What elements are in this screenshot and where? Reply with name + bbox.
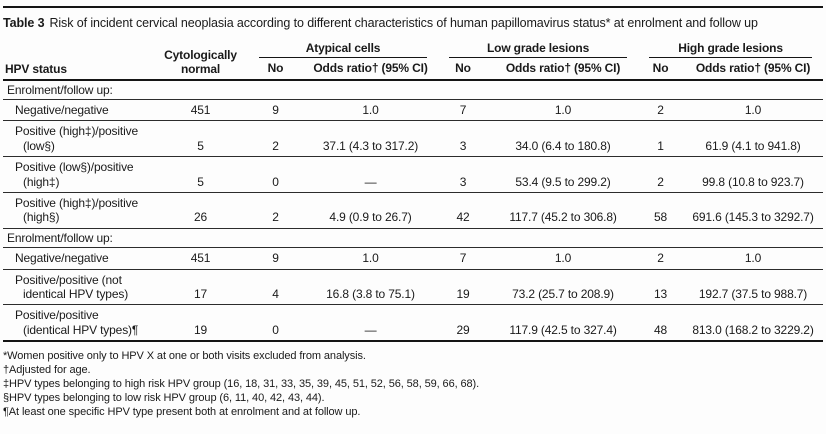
table-row: Positive (low§)/positive (high‡) 5 0 — 3…	[3, 156, 824, 193]
sub-header-row: No Odds ratio† (95% CI) No Odds ratio† (…	[3, 59, 824, 81]
row-label: Positive (high‡)/positive (low§)	[3, 120, 153, 158]
col-header-odds-atypical: Odds ratio† (95% CI)	[303, 59, 439, 81]
section-header-row: Enrolment/follow up:	[3, 79, 824, 101]
cell-cytologically-normal: 451	[153, 247, 248, 270]
col-header-no-low-grade: No	[438, 59, 489, 81]
cell-odds-atypical: 1.0	[303, 99, 439, 122]
table-row: Negative/negative 451 9 1.0 7 1.0 2 1.0	[3, 99, 824, 122]
col-header-hpv-status: HPV status	[3, 40, 153, 81]
cell-odds-atypical: 37.1 (4.3 to 317.2)	[303, 120, 439, 158]
cell-no-atypical: 9	[248, 247, 303, 270]
cell-cytologically-normal: 5	[153, 156, 248, 193]
cell-odds-atypical: —	[303, 304, 439, 343]
footnotes: *Women positive only to HPV X at one or …	[3, 342, 823, 419]
cell-no-low-grade: 42	[438, 192, 489, 229]
col-header-odds-low-grade: Odds ratio† (95% CI)	[488, 59, 639, 81]
cell-no-low-grade: 29	[438, 304, 489, 343]
row-label: Negative/negative	[3, 247, 153, 270]
table-row: Negative/negative 451 9 1.0 7 1.0 2 1.0	[3, 247, 824, 270]
cell-no-high-grade: 2	[638, 99, 684, 122]
table-row: Positive (high‡)/positive (high§) 26 2 4…	[3, 192, 824, 229]
col-header-cytologically-normal: Cytologically normal	[153, 40, 248, 81]
table-row: Positive/positive (not identical HPV typ…	[3, 269, 824, 306]
footnote-pilcrow: ¶At least one specific HPV type present …	[3, 406, 361, 419]
row-label: Positive/positive (not identical HPV typ…	[3, 269, 153, 306]
cell-no-low-grade: 7	[438, 99, 489, 122]
section-header: Enrolment/follow up:	[3, 228, 824, 249]
cell-no-low-grade: 19	[438, 269, 489, 306]
cell-no-high-grade: 58	[638, 192, 684, 229]
row-label: Negative/negative	[3, 99, 153, 122]
group-header-high-grade-lesions-label: High grade lesions	[649, 41, 813, 59]
section-header-row: Enrolment/follow up:	[3, 228, 824, 249]
cell-no-atypical: 0	[248, 304, 303, 343]
cell-no-high-grade: 2	[638, 156, 684, 193]
cell-no-low-grade: 7	[438, 247, 489, 270]
cell-odds-atypical: 1.0	[303, 247, 439, 270]
cell-cytologically-normal: 5	[153, 120, 248, 158]
group-header-atypical-cells-label: Atypical cells	[259, 41, 428, 59]
cell-odds-high-grade: 813.0 (168.2 to 3229.2)	[683, 304, 824, 343]
cell-cytologically-normal: 19	[153, 304, 248, 343]
cell-no-high-grade: 48	[638, 304, 684, 343]
section-header: Enrolment/follow up:	[3, 79, 824, 101]
table-caption: Table 3 Risk of incident cervical neoplas…	[3, 8, 823, 41]
row-label: Positive (high‡)/positive (high§)	[3, 192, 153, 229]
table-number: Table 3	[3, 16, 45, 30]
results-table: HPV status Cytologically normal Atypical…	[3, 40, 824, 343]
cell-odds-atypical: 16.8 (3.8 to 75.1)	[303, 269, 439, 306]
cell-odds-low-grade: 1.0	[488, 99, 639, 122]
group-header-low-grade-lesions: Low grade lesions	[438, 41, 638, 59]
cell-odds-high-grade: 691.6 (145.3 to 3292.7)	[683, 192, 824, 229]
cell-no-low-grade: 3	[438, 120, 489, 158]
col-header-odds-high-grade: Odds ratio† (95% CI)	[683, 59, 824, 81]
cell-odds-high-grade: 1.0	[683, 99, 824, 122]
cell-odds-high-grade: 192.7 (37.5 to 988.7)	[683, 269, 824, 306]
group-header-atypical-cells: Atypical cells	[248, 41, 438, 59]
cell-odds-atypical: —	[303, 156, 439, 193]
cell-cytologically-normal: 451	[153, 99, 248, 122]
cell-no-atypical: 0	[248, 156, 303, 193]
cell-no-atypical: 2	[248, 120, 303, 158]
cell-odds-high-grade: 1.0	[683, 247, 824, 270]
cell-cytologically-normal: 17	[153, 269, 248, 306]
cell-no-low-grade: 3	[438, 156, 489, 193]
cell-cytologically-normal: 26	[153, 192, 248, 229]
group-header-high-grade-lesions: High grade lesions	[638, 41, 823, 59]
cell-no-atypical: 4	[248, 269, 303, 306]
footnote-dagger: †Adjusted for age.	[3, 364, 91, 377]
row-label: Positive (low§)/positive (high‡)	[3, 156, 153, 193]
group-header-row: HPV status Cytologically normal Atypical…	[3, 40, 823, 81]
col-header-no-atypical: No	[248, 59, 303, 81]
cell-odds-high-grade: 61.9 (4.1 to 941.8)	[683, 120, 824, 158]
cell-odds-low-grade: 1.0	[488, 247, 639, 270]
group-header-low-grade-lesions-label: Low grade lesions	[449, 41, 628, 59]
cell-odds-low-grade: 117.9 (42.5 to 327.4)	[488, 304, 639, 343]
cell-no-high-grade: 2	[638, 247, 684, 270]
cell-odds-low-grade: 34.0 (6.4 to 180.8)	[488, 120, 639, 158]
footnote-asterisk: *Women positive only to HPV X at one or …	[3, 350, 366, 363]
table-row: Positive (high‡)/positive (low§) 5 2 37.…	[3, 120, 824, 158]
table-title-text: Risk of incident cervical neoplasia acco…	[49, 16, 758, 30]
cell-odds-low-grade: 117.7 (45.2 to 306.8)	[488, 192, 639, 229]
cell-odds-low-grade: 73.2 (25.7 to 208.9)	[488, 269, 639, 306]
row-label: Positive/positive (identical HPV types)¶	[3, 304, 153, 343]
footnote-section-sign: §HPV types belonging to low risk HPV gro…	[3, 392, 325, 405]
cell-odds-low-grade: 53.4 (9.5 to 299.2)	[488, 156, 639, 193]
cell-no-high-grade: 1	[638, 120, 684, 158]
cell-no-high-grade: 13	[638, 269, 684, 306]
footnote-double-dagger: ‡HPV types belonging to high risk HPV gr…	[3, 378, 480, 391]
cell-no-atypical: 9	[248, 99, 303, 122]
cell-odds-high-grade: 99.8 (10.8 to 923.7)	[683, 156, 824, 193]
cell-no-atypical: 2	[248, 192, 303, 229]
cell-odds-atypical: 4.9 (0.9 to 26.7)	[303, 192, 439, 229]
table-row: Positive/positive (identical HPV types)¶…	[3, 304, 824, 343]
top-rule	[3, 6, 823, 8]
col-header-no-high-grade: No	[638, 59, 684, 81]
